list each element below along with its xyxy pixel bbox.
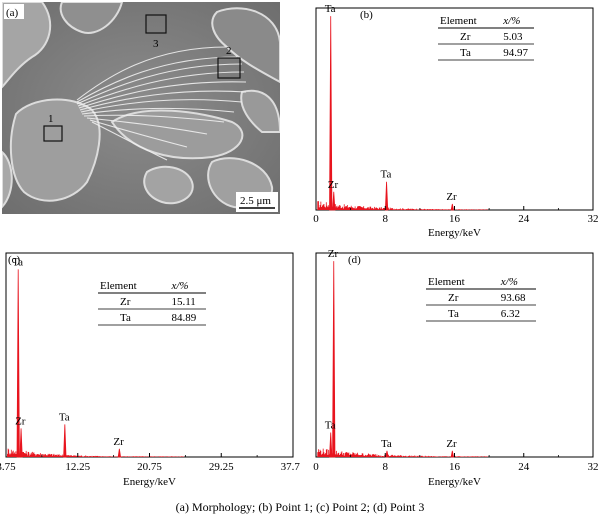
spectrum-noise-d [317, 448, 488, 457]
spectrum-noise-b [317, 201, 488, 210]
peak-label-d-1: Ta [325, 420, 336, 432]
xtick-label-d-0: 0 [313, 461, 319, 473]
sem-lamellae [76, 46, 247, 161]
figure-caption: (a) Morphology; (b) Point 1; (c) Point 2… [175, 500, 425, 514]
peak-label-b-1: Zr [328, 179, 339, 191]
xtick-label-d-2: 16 [449, 461, 461, 473]
table-cell-element-d-1: Ta [448, 308, 459, 320]
table-cell-value-b-0: 5.03 [503, 31, 523, 43]
point-1-marker [43, 125, 63, 142]
table-cell-element-c-1: Ta [120, 312, 131, 324]
xtick-label-c-1: 12.25 [65, 461, 90, 473]
table-cell-element-c-0: Zr [120, 296, 131, 308]
point-2-marker [217, 57, 241, 79]
peak-c-0 [16, 269, 20, 458]
peak-label-c-0: Ta [12, 256, 23, 268]
peak-label-c-2: Ta [59, 411, 70, 423]
peak-d-3 [450, 450, 455, 458]
table-header-value-b: x/% [502, 15, 520, 27]
xtick-label-c-4: 37.75 [281, 461, 300, 473]
table-cell-element-b-1: Ta [460, 47, 471, 59]
peak-d-2 [385, 450, 389, 458]
panel-label-c: (c) [8, 254, 21, 266]
panel-a-label-box [4, 4, 24, 19]
table-cell-value-c-0: 15.11 [171, 296, 195, 308]
xlabel-d: Energy/keV [428, 476, 481, 488]
plot-frame-b [315, 7, 594, 211]
table-header-element-d: Element [428, 276, 465, 288]
table-cell-value-d-1: 6.32 [501, 308, 520, 320]
peak-label-b-2: Ta [381, 169, 392, 181]
scale-bar-box [236, 192, 278, 212]
xlabel-b: Energy/keV [428, 227, 481, 239]
xtick-label-b-1: 8 [383, 213, 389, 225]
xtick-label-c-2: 20.75 [137, 461, 162, 473]
xlabel-c: Energy/keV [123, 476, 176, 488]
peak-d-1 [329, 432, 333, 458]
peak-c-2 [63, 424, 67, 458]
point-2-label: 2 [226, 45, 232, 57]
xtick-label-b-3: 24 [518, 213, 530, 225]
spectrum-noise-c [7, 448, 185, 457]
peak-d-0 [332, 261, 336, 458]
peak-c-1 [19, 428, 23, 458]
sem-micrograph: 3 2 1 (a) 2.5 μm [2, 2, 280, 214]
table-cell-element-b-0: Zr [460, 31, 471, 43]
table-header-element-c: Element [100, 280, 137, 292]
table-cell-value-b-1: 94.97 [503, 47, 528, 59]
peak-label-c-1: Zr [15, 415, 26, 427]
peak-label-b-0: Ta [325, 3, 336, 15]
peak-label-d-3: Zr [446, 438, 457, 450]
table-cell-value-d-0: 93.68 [501, 292, 526, 304]
table-cell-value-c-1: 84.89 [171, 312, 196, 324]
spectrum-c: Ta Zr Ta Zr (c) Element x/% Zr 15.11 Ta 84.89 3.75 1… [0, 252, 300, 488]
xtick-label-c-3: 29.25 [209, 461, 234, 473]
plot-frame-c [5, 252, 294, 458]
xtick-label-b-0: 0 [313, 213, 319, 225]
peak-b-2 [384, 181, 389, 211]
panel-label-d: (d) [348, 254, 361, 266]
peak-b-0 [329, 16, 333, 211]
peak-c-3 [117, 448, 122, 458]
panel-label-b: (b) [360, 9, 373, 21]
peak-b-1 [332, 191, 336, 211]
peak-b-3 [450, 203, 455, 211]
panel-a-label: (a) [6, 7, 19, 19]
peak-label-d-2: Ta [381, 438, 392, 450]
point-3-label: 3 [153, 38, 159, 50]
spectrum-d: Zr Ta Ta Zr (d) Element x/% Zr 93.68 Ta 6.32 0 8 16 24… [313, 248, 599, 488]
table-header-value-c: x/% [170, 280, 188, 292]
table-cell-element-d-0: Zr [448, 292, 459, 304]
table-header-value-d: x/% [500, 276, 518, 288]
scale-bar-label: 2.5 μm [240, 195, 271, 207]
peak-label-c-3: Zr [113, 436, 124, 448]
peak-label-b-3: Zr [446, 191, 457, 203]
xtick-label-b-4: 32 [588, 213, 599, 225]
xtick-label-d-1: 8 [383, 461, 389, 473]
table-header-element-b: Element [440, 15, 477, 27]
xtick-label-c-0: 3.75 [0, 461, 16, 473]
xtick-label-d-4: 32 [588, 461, 599, 473]
point-1-label: 1 [48, 113, 54, 125]
spectrum-b: Ta Zr Ta Zr (b) Element x/% Zr 5.03 Ta 94.97 0 8 16 24… [313, 3, 599, 239]
point-3-marker [145, 14, 167, 34]
xtick-label-d-3: 24 [518, 461, 530, 473]
xtick-label-b-2: 16 [449, 213, 461, 225]
peak-label-d-0: Zr [328, 248, 339, 260]
